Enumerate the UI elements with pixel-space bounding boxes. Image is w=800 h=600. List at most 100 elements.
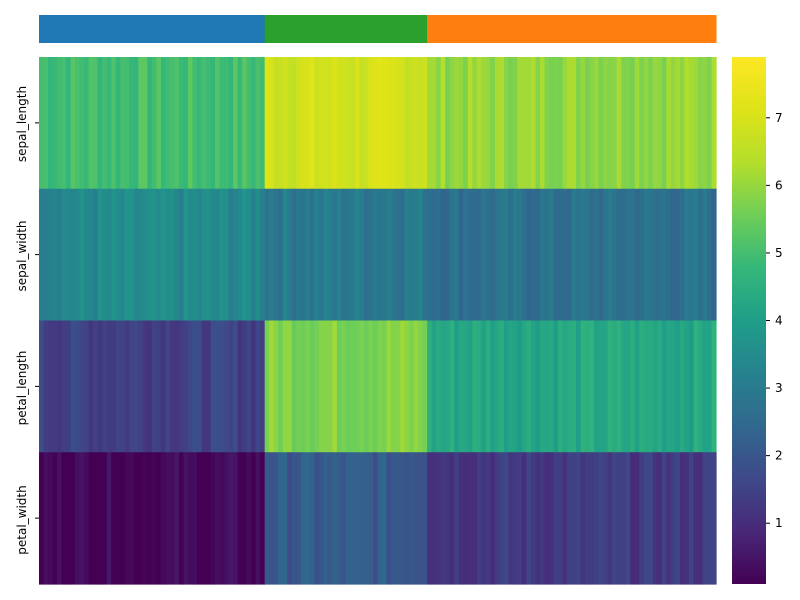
heatmap-cell	[490, 188, 496, 322]
heatmap-cell	[400, 57, 406, 190]
heatmap-cell	[115, 57, 121, 190]
heatmap-cell	[684, 320, 690, 453]
heatmap-cell	[165, 452, 171, 585]
heatmap-cell	[133, 188, 139, 322]
heatmap-cell	[124, 57, 130, 190]
heatmap-cell	[273, 188, 279, 322]
heatmap-cell	[237, 57, 243, 190]
heatmap-cell	[251, 57, 257, 190]
heatmap-cell	[39, 57, 45, 190]
heatmap-cell	[553, 188, 559, 322]
heatmap-cell	[345, 188, 352, 322]
heatmap-cell	[521, 188, 528, 322]
heatmap-cell	[467, 452, 473, 585]
heatmap-cell	[562, 320, 568, 453]
heatmap-cell	[115, 188, 121, 322]
heatmap-cell	[422, 57, 428, 190]
row-label-sepal-length: sepal_length	[15, 86, 29, 162]
heatmap-cell	[165, 320, 171, 453]
heatmap-cell	[372, 320, 379, 453]
heatmap-cell	[612, 320, 618, 453]
heatmap-cell	[300, 57, 306, 190]
heatmap-cell	[97, 57, 103, 190]
heatmap-cell	[553, 57, 559, 190]
heatmap-cell	[400, 188, 406, 322]
heatmap-cell	[472, 320, 478, 453]
heatmap-cell	[39, 320, 45, 453]
heatmap-cell	[576, 188, 582, 322]
colorbar-tick-label: 2	[775, 449, 783, 463]
heatmap-cell	[612, 188, 618, 322]
heatmap-cell	[661, 452, 667, 585]
heatmap-cell	[481, 452, 487, 585]
heatmap-cell	[485, 452, 491, 585]
heatmap-cell	[57, 452, 63, 585]
heatmap-cell	[323, 57, 329, 190]
heatmap-cell	[607, 452, 613, 585]
heatmap-cell	[567, 452, 573, 585]
heatmap-cell	[576, 320, 582, 453]
heatmap-cell	[413, 188, 419, 322]
heatmap-cell	[79, 57, 85, 190]
heatmap-cell	[178, 452, 185, 585]
heatmap-cell	[634, 188, 640, 322]
heatmap-cell	[187, 188, 194, 322]
heatmap-cell	[354, 188, 361, 322]
heatmap-cell	[526, 57, 532, 190]
heatmap-cell	[70, 188, 76, 322]
heatmap-cell	[350, 452, 356, 585]
heatmap-cell	[224, 57, 230, 190]
heatmap-cell	[431, 452, 437, 585]
heatmap-cell	[594, 57, 600, 190]
heatmap-cell	[544, 188, 550, 322]
heatmap-cell	[580, 188, 586, 322]
heatmap-cell	[260, 57, 266, 190]
heatmap-cell	[264, 188, 270, 322]
heatmap-cell	[711, 57, 717, 190]
heatmap-cell	[372, 452, 379, 585]
heatmap-cell	[219, 320, 225, 453]
heatmap-cell	[341, 452, 347, 585]
heatmap-cell	[178, 57, 185, 190]
heatmap-cell	[431, 57, 437, 190]
heatmap-cell	[400, 452, 406, 585]
heatmap-cell	[79, 320, 85, 453]
heatmap-cell	[368, 320, 374, 453]
heatmap-cell	[124, 188, 130, 322]
heatmap-cell	[386, 188, 392, 322]
heatmap-cell	[205, 188, 212, 322]
heatmap-cell	[350, 320, 356, 453]
heatmap-cell	[549, 57, 555, 190]
heatmap-cell	[512, 188, 519, 322]
heatmap-cell	[539, 188, 546, 322]
row-label-petal-width: petal_width	[15, 485, 29, 554]
heatmap-cell	[449, 57, 455, 190]
heatmap-cell	[386, 57, 392, 190]
heatmap-cell	[404, 188, 410, 322]
heatmap-cell	[129, 188, 135, 322]
heatmap-cell	[341, 57, 347, 190]
colorbar-tick-label: 6	[775, 178, 783, 192]
heatmap-cell	[368, 57, 374, 190]
heatmap-cell	[291, 320, 297, 453]
heatmap-cell	[129, 57, 135, 190]
heatmap-cell	[363, 57, 370, 190]
heatmap-cell	[648, 320, 654, 453]
heatmap-cell	[242, 320, 248, 453]
colorbar-tick-label: 1	[775, 516, 783, 530]
heatmap-cell	[192, 320, 198, 453]
colorbar-tick-label: 5	[775, 246, 783, 260]
heatmap-cell	[174, 188, 180, 322]
heatmap-cell	[445, 320, 451, 453]
heatmap-cell	[539, 57, 546, 190]
heatmap-cell	[508, 452, 514, 585]
heatmap-cell	[151, 452, 157, 585]
heatmap-cell	[219, 57, 225, 190]
heatmap-cell	[630, 320, 636, 453]
heatmap-cell	[210, 57, 216, 190]
heatmap-cell	[612, 452, 618, 585]
heatmap-cell	[436, 188, 442, 322]
heatmap-cell	[183, 57, 189, 190]
heatmap-cell	[61, 188, 67, 322]
heatmap-cell	[120, 188, 126, 322]
